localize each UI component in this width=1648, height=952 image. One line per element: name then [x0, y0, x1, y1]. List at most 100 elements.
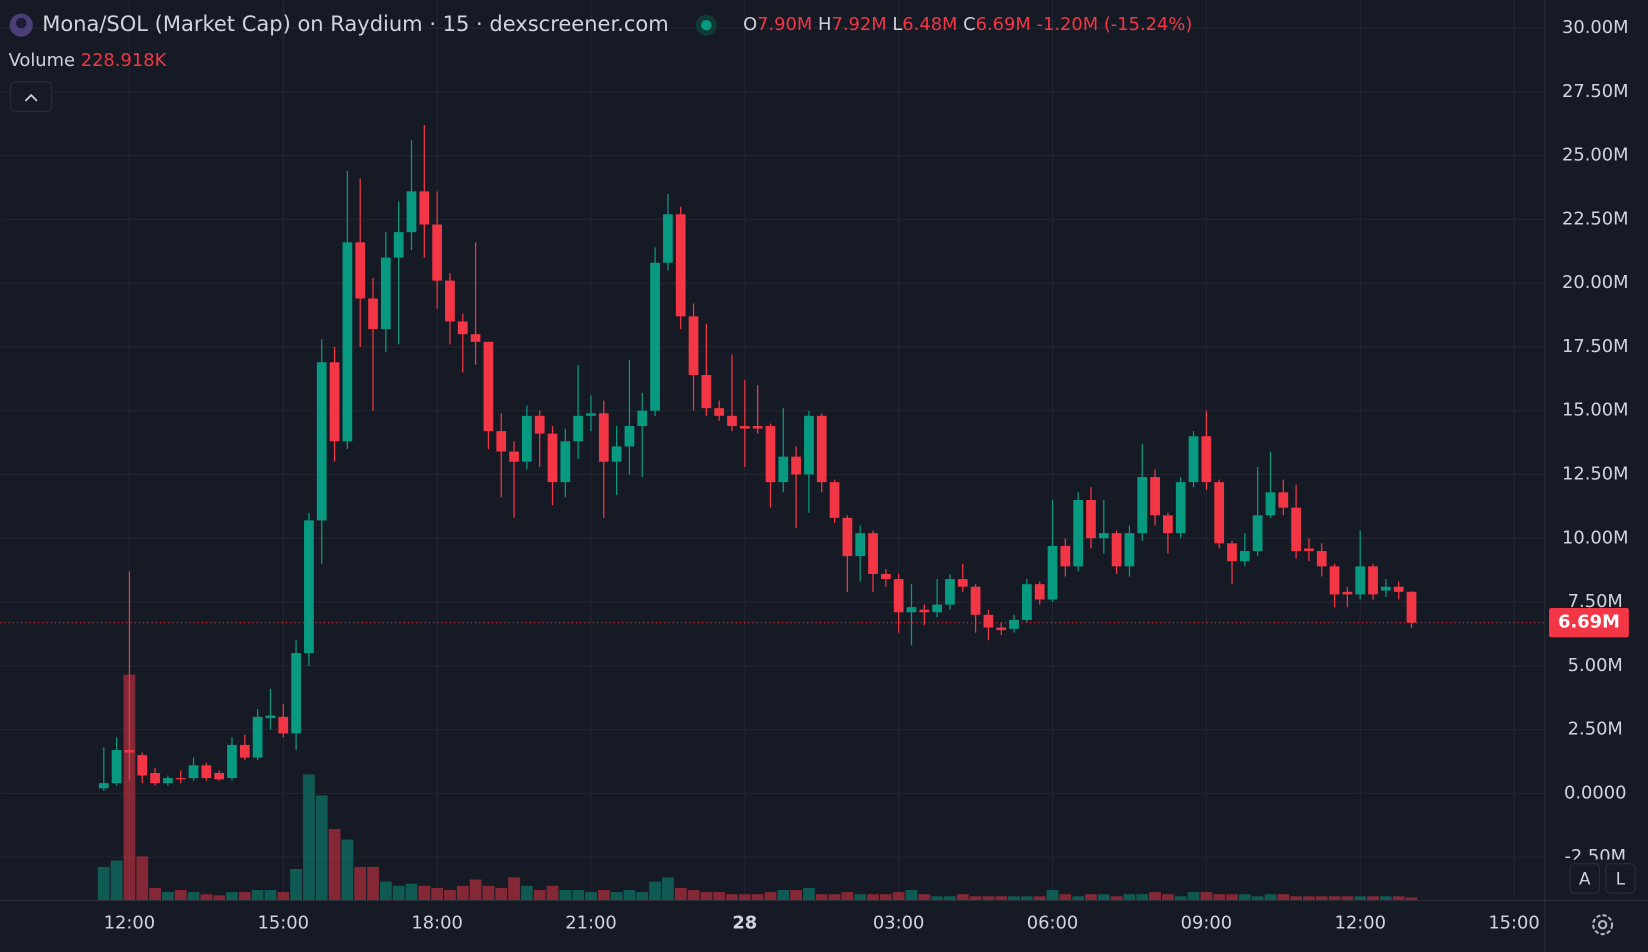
candle-body [239, 744, 250, 758]
collapse-button[interactable] [10, 81, 53, 112]
volume-bar [854, 894, 867, 901]
x-tick-label: 12:00 [104, 913, 155, 934]
candle-body [457, 321, 468, 335]
candle-body [829, 482, 840, 518]
volume-bar [200, 894, 213, 901]
candle-body [252, 716, 263, 758]
volume-bar [1392, 896, 1405, 901]
candle-body [483, 341, 494, 432]
log-button[interactable] [1605, 863, 1636, 894]
volume-bar [110, 860, 123, 901]
candle-body [1329, 566, 1340, 595]
volume-bar [879, 894, 892, 901]
candle-body [663, 214, 673, 263]
auto-button[interactable] [1569, 863, 1600, 894]
volume-bar [431, 887, 444, 901]
settings-gear-core[interactable] [1597, 919, 1608, 930]
candle-body [842, 517, 853, 557]
x-tick-label: 06:00 [1027, 913, 1078, 934]
volume-bar [597, 890, 610, 901]
candle-body [1047, 545, 1058, 600]
volume-bar [764, 892, 777, 901]
volume-bar [136, 856, 149, 901]
candle-body [1163, 515, 1173, 534]
volume-bar [982, 896, 995, 901]
settings-button[interactable] [1592, 914, 1614, 936]
volume-bar [738, 894, 751, 901]
volume-bar [995, 896, 1008, 901]
volume-bar [392, 885, 405, 901]
volume-bar [1162, 894, 1174, 901]
y-tick-label: 7.50M [1568, 591, 1623, 612]
candle-body [304, 520, 314, 654]
candle-body [547, 433, 558, 483]
y-tick-label: 5.00M [1568, 655, 1623, 676]
candle-body [919, 609, 930, 613]
volume-bar [1110, 896, 1123, 901]
volume-bar [456, 885, 469, 901]
volume-title: Volume [9, 50, 75, 71]
y-tick-label: 10.00M [1562, 527, 1629, 548]
volume-bar [713, 892, 726, 901]
candle-body [1368, 566, 1378, 595]
volume-bar [1174, 896, 1187, 901]
candle-body [111, 750, 122, 784]
last-price-label: 6.69M [1558, 612, 1620, 633]
volume-bar [1059, 894, 1072, 901]
volume-bar [315, 795, 328, 901]
volume-bar [1303, 896, 1315, 901]
candle-body [1252, 515, 1263, 552]
candle-body [1073, 500, 1084, 567]
volume-value: 228.918K [81, 50, 168, 71]
candle-body [1265, 492, 1276, 516]
volume-bar [777, 890, 790, 901]
candle-body [98, 783, 109, 789]
volume-bar [751, 894, 764, 901]
settings-gear[interactable] [1592, 914, 1614, 936]
y-tick-label: 25.00M [1562, 145, 1629, 166]
auto-button-label[interactable]: A [1579, 868, 1591, 888]
volume-bar [238, 892, 251, 901]
candle-body [1150, 477, 1160, 516]
candle-body [1380, 586, 1391, 591]
volume-bar [610, 892, 623, 901]
y-tick-label: 2.50M [1568, 719, 1623, 740]
y-tick-label: 30.00M [1562, 17, 1629, 38]
volume-bar [1264, 894, 1277, 901]
ohlc-legend: O7.90M H7.92M L6.48M C6.69M -1.20M (-15.… [743, 14, 1192, 35]
volume-bar [418, 885, 431, 901]
volume-bar [213, 895, 226, 901]
volume-bar [277, 892, 290, 901]
y-tick-label: 22.50M [1562, 208, 1629, 229]
candle-body [1239, 551, 1250, 562]
candle-body [342, 242, 353, 442]
candle-body [727, 415, 737, 427]
candle-body [163, 778, 173, 784]
candle-body [432, 224, 442, 281]
volume-bar [508, 877, 520, 901]
volume-bar [123, 674, 136, 901]
candle-body [765, 426, 776, 483]
collapse-chevron[interactable] [24, 93, 38, 102]
volume-legend: Volume 228.918K [9, 50, 168, 71]
candle-body [496, 431, 507, 452]
candle-body [1304, 548, 1314, 552]
volume-bar [341, 839, 354, 901]
candle-body [393, 232, 404, 258]
volume-bar [149, 887, 161, 901]
candle-body [227, 744, 237, 779]
volume-bar [1123, 894, 1136, 901]
volume-bar [1072, 896, 1085, 901]
volume-bar [726, 894, 738, 901]
candle-body [380, 257, 391, 330]
candle-body [996, 627, 1007, 631]
candle-body [278, 716, 289, 734]
chart-title: Mona/SOL (Market Cap) on Raydium · 15 · … [42, 11, 668, 36]
candle-body [1342, 591, 1353, 595]
candle-body [650, 262, 660, 411]
change-label: -1.20M (-15.24%) [1037, 14, 1193, 35]
last-price-box [1549, 607, 1629, 638]
log-button-label[interactable]: L [1616, 868, 1626, 888]
